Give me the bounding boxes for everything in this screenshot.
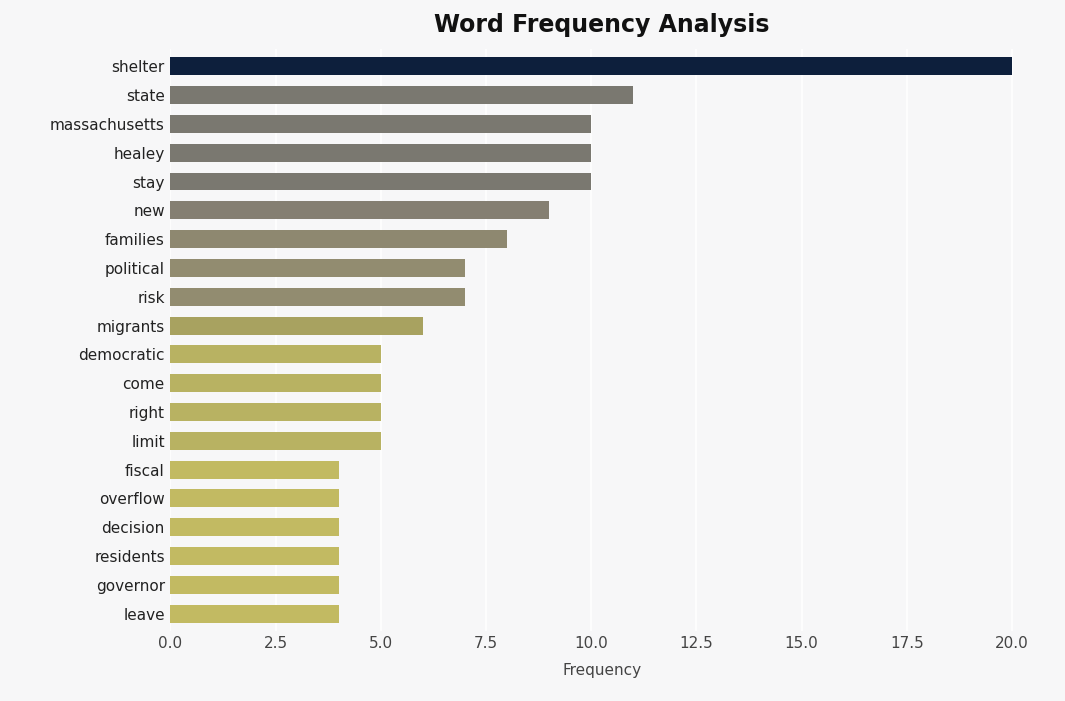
Bar bbox=[170, 288, 465, 306]
Bar bbox=[170, 403, 381, 421]
Bar bbox=[170, 230, 507, 248]
Bar bbox=[170, 518, 339, 536]
Bar bbox=[170, 201, 550, 219]
Bar bbox=[170, 489, 339, 508]
Bar bbox=[170, 115, 591, 133]
Bar bbox=[170, 144, 591, 162]
Bar bbox=[170, 259, 465, 277]
X-axis label: Frequency: Frequency bbox=[562, 662, 641, 678]
Bar bbox=[170, 172, 591, 191]
Bar bbox=[170, 461, 339, 479]
Bar bbox=[170, 374, 381, 392]
Bar bbox=[170, 576, 339, 594]
Bar bbox=[170, 57, 1012, 75]
Bar bbox=[170, 605, 339, 622]
Bar bbox=[170, 346, 381, 363]
Bar bbox=[170, 432, 381, 450]
Bar bbox=[170, 317, 423, 334]
Bar bbox=[170, 86, 634, 104]
Bar bbox=[170, 547, 339, 565]
Title: Word Frequency Analysis: Word Frequency Analysis bbox=[433, 13, 770, 37]
